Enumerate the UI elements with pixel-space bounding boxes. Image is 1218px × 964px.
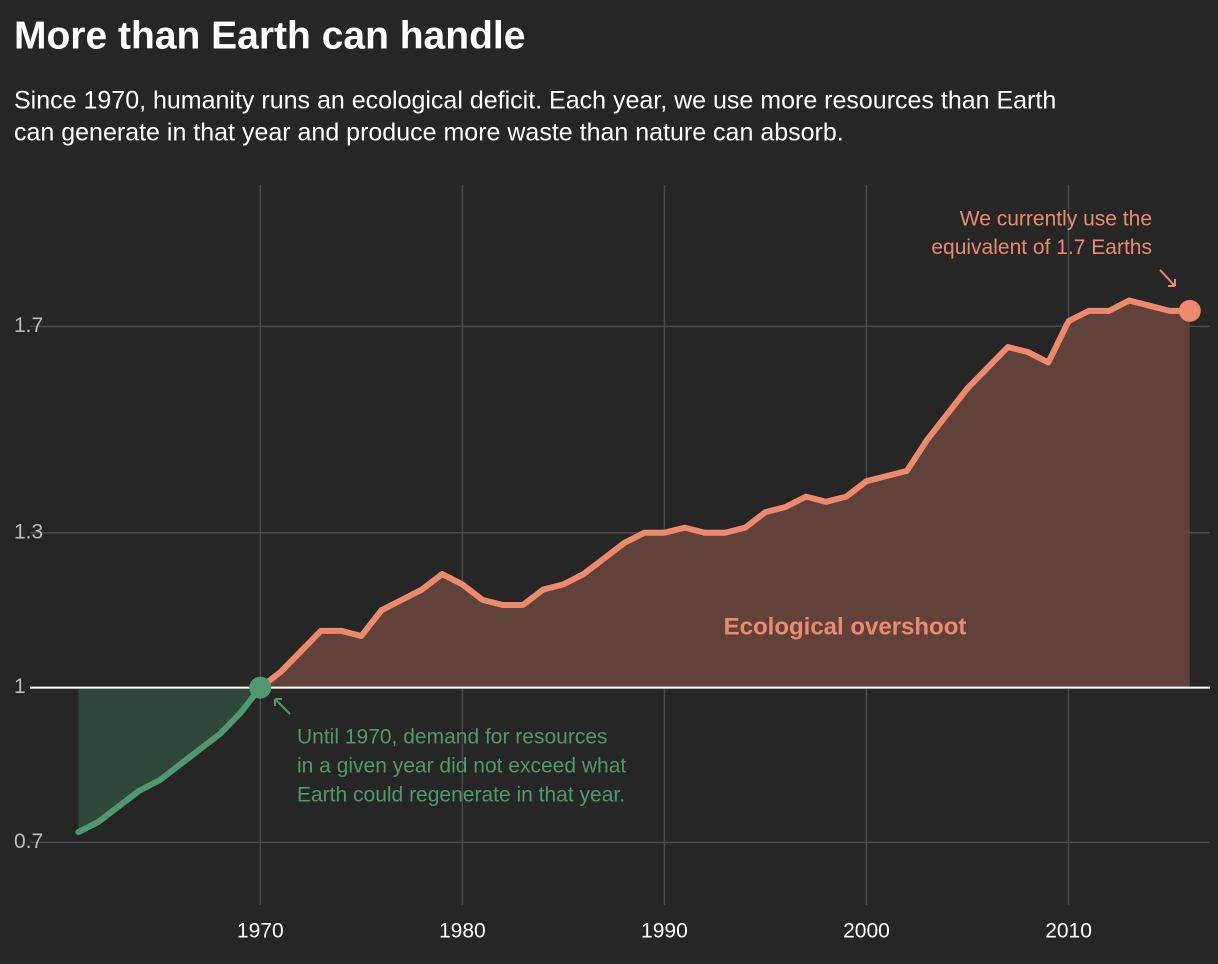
line — [257, 297, 1193, 691]
x-tick-label: 1980 — [439, 920, 486, 943]
annotation-arrow — [274, 698, 291, 715]
line — [75, 684, 264, 836]
area — [78, 687, 261, 833]
subtitle: can generate in that year and produce mo… — [14, 119, 844, 147]
annotation-arrow — [1159, 269, 1176, 287]
x-tick-label: 1970 — [237, 920, 284, 943]
annotation: in a given year did not exceed what — [297, 755, 626, 778]
x-tick-label: 2010 — [1045, 920, 1092, 943]
plot — [30, 297, 1210, 836]
annotation: Until 1970, demand for resources — [297, 726, 608, 749]
annotation: equivalent of 1.7 Earths — [931, 236, 1152, 259]
annotation: Earth could regenerate in that year. — [297, 784, 625, 807]
x-tick-label: 2000 — [843, 920, 890, 943]
y-tick-label: 1 — [14, 675, 26, 698]
annotations: We currently use the equivalent of 1.7 Ea… — [274, 208, 1176, 807]
y-tick-label: 0.7 — [14, 830, 43, 853]
grid: 0.7 1 1.3 1.7 1970 1980 1990 2000 2010 — [14, 185, 1210, 943]
y-tick-label: 1.7 — [14, 314, 43, 337]
annotation: Ecological overshoot — [724, 613, 967, 640]
annotation: We currently use the — [960, 208, 1152, 231]
x-tick-label: 1990 — [641, 920, 688, 943]
end-dot — [1178, 299, 1201, 322]
subtitle: Since 1970, humanity runs an ecological … — [14, 87, 1056, 115]
end-dot — [249, 676, 272, 699]
y-tick-label: 1.3 — [14, 520, 43, 543]
chart-title: More than Earth can handle — [14, 14, 525, 57]
area — [260, 300, 1190, 688]
